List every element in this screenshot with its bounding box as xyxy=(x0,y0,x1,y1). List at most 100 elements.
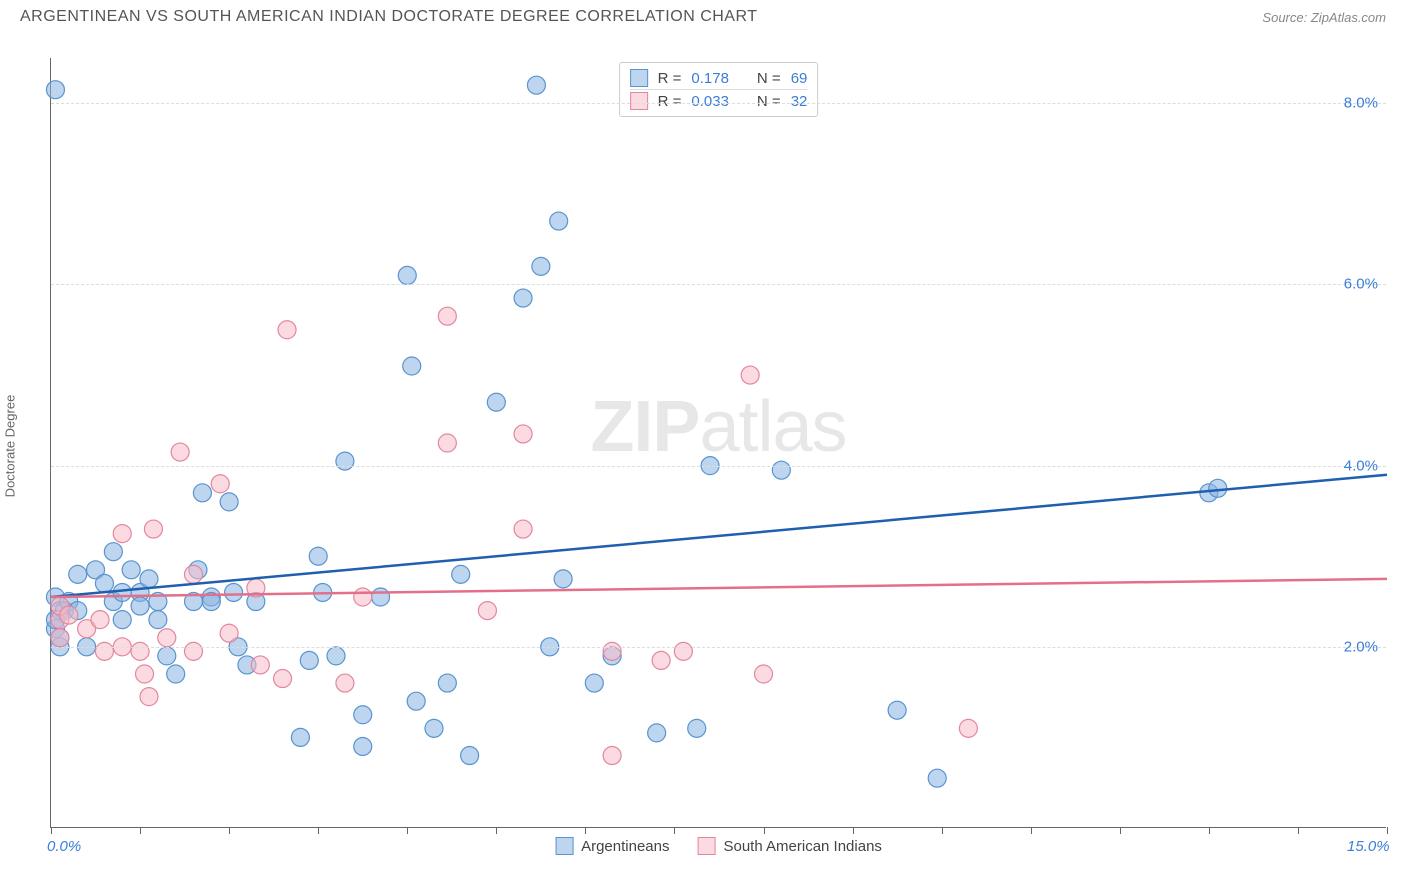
gridline xyxy=(51,466,1386,467)
scatter-point xyxy=(140,688,158,706)
x-tick xyxy=(585,827,586,834)
y-axis-label: Doctorate Degree xyxy=(3,395,18,498)
scatter-point xyxy=(478,602,496,620)
scatter-point xyxy=(113,525,131,543)
scatter-point xyxy=(354,588,372,606)
x-tick xyxy=(407,827,408,834)
scatter-point xyxy=(514,425,532,443)
scatter-point xyxy=(69,565,87,583)
scatter-point xyxy=(1209,479,1227,497)
x-tick xyxy=(51,827,52,834)
n-label: N = xyxy=(757,93,781,110)
legend-swatch xyxy=(630,92,648,110)
scatter-point xyxy=(131,642,149,660)
x-tick xyxy=(496,827,497,834)
scatter-point xyxy=(185,642,203,660)
n-label: N = xyxy=(757,70,781,87)
scatter-point xyxy=(327,647,345,665)
scatter-point xyxy=(149,611,167,629)
scatter-svg xyxy=(51,58,1386,827)
scatter-point xyxy=(888,701,906,719)
y-tick-label: 6.0% xyxy=(1344,276,1378,293)
scatter-point xyxy=(46,81,64,99)
scatter-point xyxy=(928,769,946,787)
x-tick xyxy=(1209,827,1210,834)
scatter-point xyxy=(193,484,211,502)
scatter-point xyxy=(959,719,977,737)
scatter-point xyxy=(140,570,158,588)
scatter-point xyxy=(211,475,229,493)
scatter-point xyxy=(113,611,131,629)
scatter-point xyxy=(278,321,296,339)
scatter-point xyxy=(648,724,666,742)
scatter-point xyxy=(438,674,456,692)
scatter-point xyxy=(674,642,692,660)
x-tick xyxy=(853,827,854,834)
source-link[interactable]: ZipAtlas.com xyxy=(1311,10,1386,25)
x-tick xyxy=(1120,827,1121,834)
scatter-point xyxy=(185,565,203,583)
scatter-point xyxy=(136,665,154,683)
scatter-point xyxy=(603,642,621,660)
scatter-point xyxy=(95,574,113,592)
scatter-point xyxy=(550,212,568,230)
gridline xyxy=(51,647,1386,648)
scatter-point xyxy=(527,76,545,94)
scatter-point xyxy=(336,674,354,692)
gridline xyxy=(51,284,1386,285)
legend-swatch xyxy=(697,837,715,855)
scatter-point xyxy=(113,583,131,601)
x-tick xyxy=(942,827,943,834)
scatter-point xyxy=(403,357,421,375)
scatter-point xyxy=(514,520,532,538)
chart-header: ARGENTINEAN VS SOUTH AMERICAN INDIAN DOC… xyxy=(0,0,1406,26)
scatter-point xyxy=(354,706,372,724)
r-value: 0.178 xyxy=(691,70,729,87)
scatter-point xyxy=(95,642,113,660)
scatter-point xyxy=(158,647,176,665)
scatter-point xyxy=(274,670,292,688)
scatter-point xyxy=(603,747,621,765)
scatter-point xyxy=(300,651,318,669)
legend-swatch xyxy=(555,837,573,855)
scatter-point xyxy=(398,266,416,284)
stats-legend-row: R =0.033N =32 xyxy=(630,90,808,112)
scatter-point xyxy=(755,665,773,683)
scatter-point xyxy=(438,434,456,452)
scatter-point xyxy=(60,606,78,624)
trend-line xyxy=(51,475,1387,597)
n-value: 69 xyxy=(791,70,808,87)
source-attribution: Source: ZipAtlas.com xyxy=(1262,10,1386,25)
scatter-point xyxy=(532,257,550,275)
stats-legend-row: R =0.178N =69 xyxy=(630,67,808,90)
plot-area: ZIPatlas R =0.178N =69R =0.033N =32 Arge… xyxy=(50,58,1386,828)
scatter-point xyxy=(158,629,176,647)
scatter-point xyxy=(51,629,69,647)
scatter-point xyxy=(167,665,185,683)
scatter-point xyxy=(225,583,243,601)
scatter-point xyxy=(104,543,122,561)
scatter-point xyxy=(372,588,390,606)
x-tick xyxy=(1031,827,1032,834)
scatter-point xyxy=(514,289,532,307)
x-tick xyxy=(764,827,765,834)
x-tick xyxy=(1298,827,1299,834)
stats-legend: R = 0.178 N = 69 R =0.033N =32 xyxy=(619,62,819,117)
y-tick-label: 8.0% xyxy=(1344,95,1378,112)
scatter-point xyxy=(438,307,456,325)
scatter-point xyxy=(91,611,109,629)
r-label: R = xyxy=(658,93,682,110)
scatter-point xyxy=(554,570,572,588)
scatter-point xyxy=(652,651,670,669)
scatter-point xyxy=(251,656,269,674)
scatter-point xyxy=(452,565,470,583)
scatter-point xyxy=(585,674,603,692)
scatter-point xyxy=(461,747,479,765)
chart-title: ARGENTINEAN VS SOUTH AMERICAN INDIAN DOC… xyxy=(20,8,758,26)
scatter-point xyxy=(171,443,189,461)
x-tick xyxy=(1387,827,1388,834)
x-tick xyxy=(229,827,230,834)
scatter-point xyxy=(407,692,425,710)
legend-item: South American Indians xyxy=(697,837,881,855)
scatter-point xyxy=(336,452,354,470)
